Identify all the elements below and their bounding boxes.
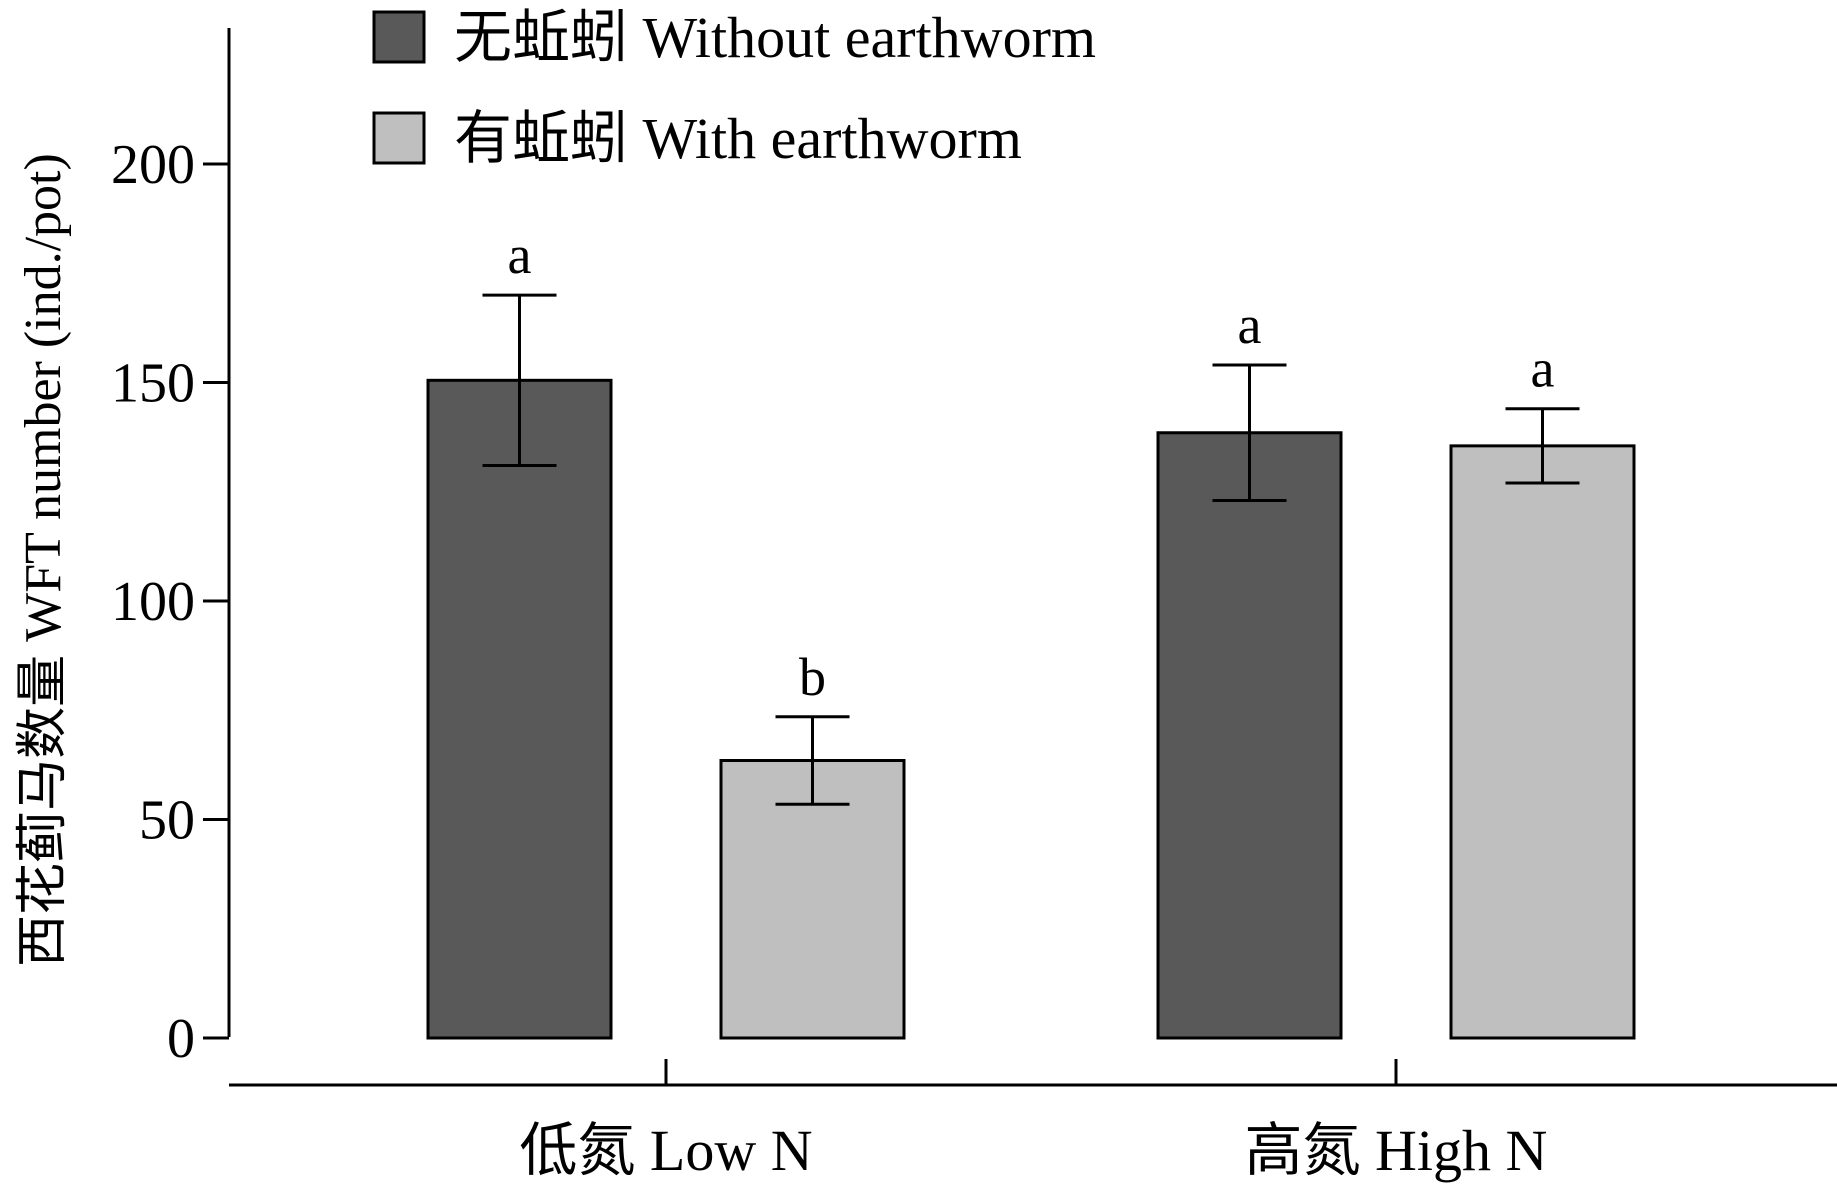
bars: a b a a: [426, 225, 1636, 1040]
legend: 无蚯蚓 Without earthworm 有蚯蚓 With earthworm: [372, 5, 1096, 171]
x-axis: 低氮 Low N 高氮 High N: [229, 1059, 1837, 1183]
y-tick-label: 50: [139, 790, 195, 852]
legend-label: 无蚯蚓 Without earthworm: [454, 5, 1096, 70]
y-axis-title: 西花蓟马数量 WFT number (ind./pot): [15, 153, 72, 967]
bar: [1156, 431, 1343, 1040]
bar: [1449, 444, 1636, 1040]
legend-swatch: [372, 111, 426, 165]
x-tick-label: 低氮 Low N: [519, 1118, 812, 1183]
legend-label: 有蚯蚓 With earthworm: [454, 106, 1022, 171]
y-tick-label: 200: [111, 134, 195, 196]
significance-label: a: [1238, 295, 1262, 355]
legend-swatch: [372, 10, 426, 64]
y-tick-label: 100: [111, 571, 195, 633]
y-tick-label: 0: [167, 1008, 195, 1070]
y-axis: 0 50 100 150 200: [111, 28, 231, 1070]
significance-label: b: [799, 647, 826, 707]
significance-label: a: [1531, 339, 1555, 399]
bar: [719, 759, 906, 1040]
significance-label: a: [508, 225, 532, 285]
y-tick-label: 150: [111, 353, 195, 415]
x-tick-label: 高氮 High N: [1245, 1118, 1548, 1183]
bar: [426, 378, 613, 1040]
